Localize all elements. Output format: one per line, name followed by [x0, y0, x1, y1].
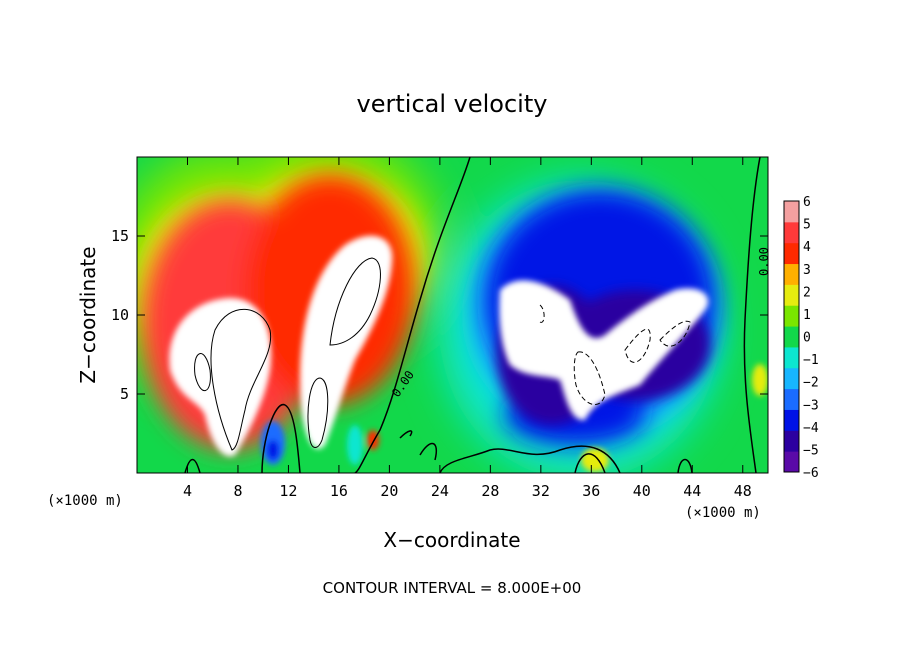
colorbar-tick-label: 2	[803, 285, 811, 300]
x-tick-label: 20	[380, 482, 398, 500]
colorbar-swatch	[784, 346, 799, 369]
x-tick-label: 8	[233, 482, 242, 500]
colorbar-swatch	[784, 305, 799, 327]
x-tick-label: 12	[279, 482, 297, 500]
y-tick-label: 15	[111, 227, 129, 245]
colorbar-tick-label: 3	[803, 263, 811, 278]
y-axis-ticks: 5 10 15	[111, 227, 768, 403]
colorbar-swatch	[784, 221, 799, 244]
x-tick-label: 32	[532, 482, 550, 500]
x-tick-label: 36	[582, 482, 600, 500]
colorbar-tick-label: 0	[803, 331, 811, 346]
negative-contours	[539, 304, 691, 406]
colorbar-swatch	[784, 263, 799, 285]
colorbar-tick-label: −2	[803, 376, 819, 391]
contour-label-zero-2: 0.00	[757, 247, 771, 276]
colorbar-tick-label: 4	[803, 240, 811, 255]
colorbar-tick-label: −1	[803, 353, 819, 368]
colorbar: 6 5 4 3 2 1 0 −1 −2 −3 −4 −5 −6	[783, 195, 819, 481]
x-tick-label: 28	[481, 482, 499, 500]
inner-contours	[194, 257, 381, 451]
colorbar-tick-label: 1	[803, 308, 811, 323]
colorbar-swatch	[784, 284, 799, 306]
x-tick-label: 24	[431, 482, 449, 500]
heatmap-field	[137, 157, 768, 473]
colorbar-swatch	[784, 242, 799, 265]
x-tick-label: 16	[330, 482, 348, 500]
x-unit-left: (×1000 m)	[47, 493, 123, 509]
y-axis-label: Z−coordinate	[76, 246, 100, 383]
x-axis-label: X−coordinate	[383, 528, 520, 552]
x-tick-label: 48	[734, 482, 752, 500]
x-unit-right: (×1000 m)	[685, 505, 761, 521]
chart-title: vertical velocity	[357, 90, 548, 118]
colorbar-swatch	[784, 201, 799, 223]
colorbar-tick-label: −6	[803, 466, 819, 481]
colorbar-swatch	[784, 388, 799, 410]
colorbar-tick-label: 5	[803, 218, 811, 233]
colorbar-swatch	[784, 367, 799, 390]
colorbar-tick-label: −4	[803, 421, 819, 436]
x-tick-label: 4	[183, 482, 192, 500]
colorbar-swatch	[784, 451, 799, 473]
colorbar-tick-label: −5	[803, 443, 819, 458]
colorbar-tick-label: 6	[803, 195, 811, 210]
colorbar-swatch	[784, 409, 799, 431]
x-tick-label: 40	[633, 482, 651, 500]
contour-lines	[184, 157, 761, 473]
colorbar-tick-label: −3	[803, 398, 819, 413]
colorbar-swatch	[784, 326, 799, 348]
colorbar-frame	[783, 200, 800, 473]
y-tick-label: 5	[120, 385, 129, 403]
colorbar-swatch	[784, 430, 799, 452]
x-axis-ticks: 4 8 12 16 20 24 28 32 36 40 44 48	[183, 157, 752, 500]
y-tick-label: 10	[111, 306, 129, 324]
x-tick-label: 44	[683, 482, 701, 500]
contour-interval-note: CONTOUR INTERVAL = 8.000E+00	[323, 579, 582, 597]
